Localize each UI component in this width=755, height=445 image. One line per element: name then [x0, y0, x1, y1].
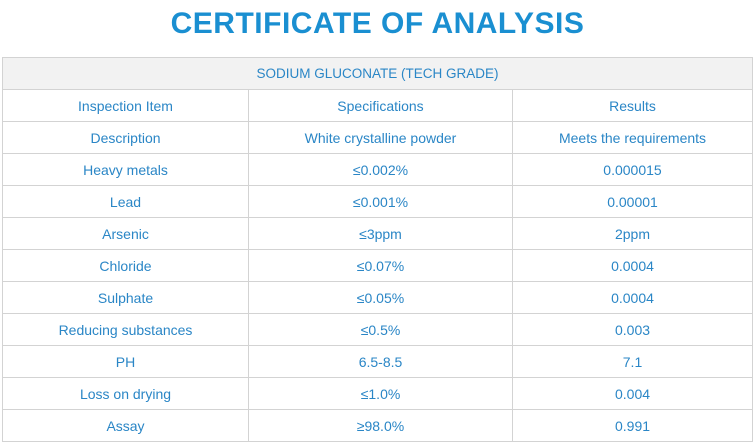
inspection-item-cell: Lead	[2, 185, 249, 218]
inspection-item-cell: Sulphate	[2, 281, 249, 314]
table-row: Arsenic ≤3ppm 2ppm	[2, 217, 754, 250]
result-cell: 0.0004	[511, 249, 754, 282]
header-specifications: Specifications	[248, 89, 513, 122]
result-cell: 0.004	[511, 377, 754, 410]
result-cell: 0.0004	[511, 281, 754, 314]
specification-cell: ≤3ppm	[248, 217, 513, 250]
table-row: Reducing substances ≤0.5% 0.003	[2, 313, 754, 346]
inspection-item-cell: Chloride	[2, 249, 249, 282]
result-cell: 0.000015	[511, 153, 754, 186]
table-row: Heavy metals ≤0.002% 0.000015	[2, 153, 754, 186]
specification-cell: 6.5-8.5	[248, 345, 513, 378]
specification-cell: White crystalline powder	[248, 121, 513, 154]
specification-cell: ≤1.0%	[248, 377, 513, 410]
table-row: Description White crystalline powder Meets…	[2, 121, 754, 154]
product-name: SODIUM GLUCONATE (TECH GRADE)	[1, 57, 754, 90]
specification-cell: ≤0.07%	[248, 249, 513, 282]
inspection-item-cell: Assay	[2, 409, 249, 442]
inspection-item-cell: PH	[2, 345, 249, 378]
inspection-item-cell: Loss on drying	[2, 377, 249, 410]
inspection-item-cell: Reducing substances	[2, 313, 249, 346]
header-inspection-item: Inspection Item	[2, 89, 249, 122]
specification-cell: ≤0.5%	[248, 313, 513, 346]
result-cell: 0.991	[511, 409, 754, 442]
table-row: PH 6.5-8.5 7.1	[2, 345, 754, 378]
result-cell: 7.1	[511, 345, 754, 378]
result-cell: 0.00001	[511, 185, 754, 218]
specification-cell: ≤0.001%	[248, 185, 513, 218]
table-row: Chloride ≤0.07% 0.0004	[2, 249, 754, 282]
table-row: Sulphate ≤0.05% 0.0004	[2, 281, 754, 314]
specification-cell: ≤0.002%	[248, 153, 513, 186]
inspection-item-cell: Description	[2, 121, 249, 154]
specification-cell: ≥98.0%	[248, 409, 513, 442]
result-cell: Meets the requirements	[511, 121, 754, 154]
document-title: CERTIFICATE OF ANALYSIS	[170, 7, 585, 40]
table-row: Assay ≥98.0% 0.991	[2, 409, 754, 442]
specification-cell: ≤0.05%	[248, 281, 513, 314]
header-results: Results	[511, 89, 754, 122]
analysis-table: SODIUM GLUCONATE (TECH GRADE) Inspection…	[1, 57, 754, 442]
inspection-item-cell: Heavy metals	[2, 153, 249, 186]
result-cell: 0.003	[511, 313, 754, 346]
inspection-item-cell: Arsenic	[2, 217, 249, 250]
product-caption-row: SODIUM GLUCONATE (TECH GRADE)	[1, 57, 754, 90]
result-cell: 2ppm	[511, 217, 754, 250]
header-row: Inspection Item Specifications Results	[2, 89, 754, 122]
table-row: Lead ≤0.001% 0.00001	[2, 185, 754, 218]
table-row: Loss on drying ≤1.0% 0.004	[2, 377, 754, 410]
